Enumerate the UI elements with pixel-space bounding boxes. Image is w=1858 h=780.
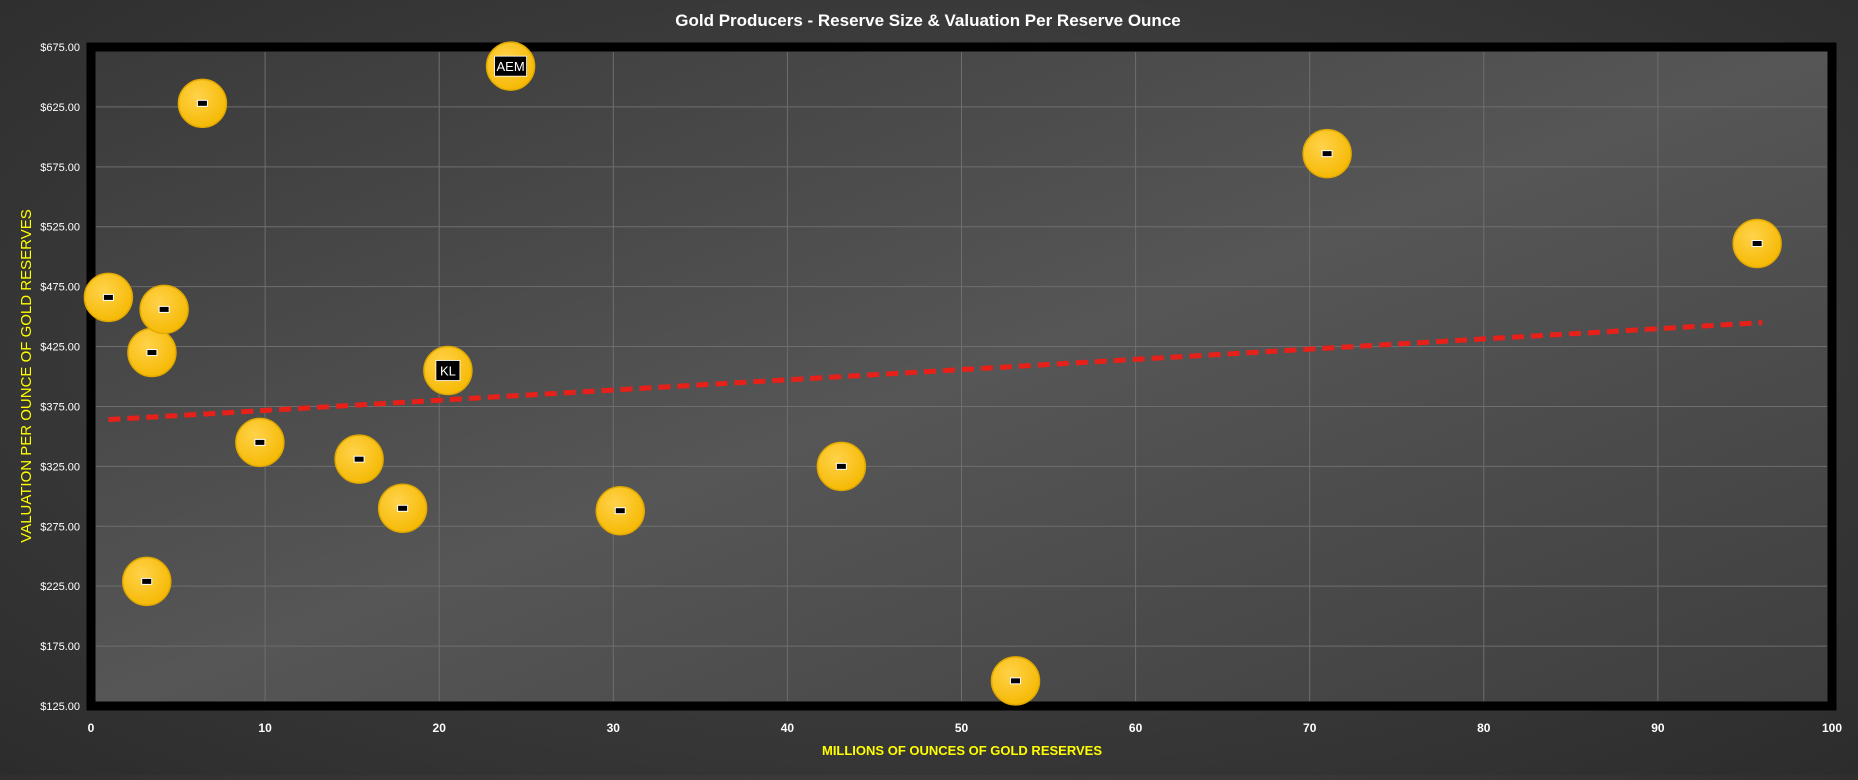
data-label-box [102,293,114,301]
data-label-box [1321,150,1333,158]
x-tick-label: 20 [433,721,447,735]
data-point: AEM [485,41,536,91]
data-point: KL [423,345,473,396]
data-label: KL [440,364,456,379]
y-tick-label: $225.00 [40,581,80,593]
x-tick-label: 30 [607,721,621,735]
data-label-box [158,305,170,313]
data-point [595,485,646,536]
y-tick-label: $175.00 [40,641,80,653]
y-tick-label: $625.00 [40,102,80,114]
data-label-box [141,577,153,585]
data-point [377,483,428,534]
x-tick-label: 40 [781,721,795,735]
data-label: AEM [496,59,524,74]
data-point [990,656,1041,706]
data-label-box [254,438,266,446]
y-tick-label: $575.00 [40,162,80,174]
data-label-box [397,504,409,512]
data-point [816,441,867,492]
data-label-box [353,455,365,463]
data-label-box [1751,240,1763,248]
plot-border [86,42,1837,711]
data-point [121,556,172,607]
data-point [1732,218,1782,269]
trendline-group [108,320,1763,423]
x-tick-label: 80 [1477,721,1491,735]
data-point [139,284,189,335]
y-tick-label: $375.00 [40,401,80,413]
chart-title: Gold Producers - Reserve Size & Valuatio… [675,11,1180,30]
data-point [177,78,228,129]
data-point [83,272,134,323]
x-tick-label: 60 [1129,721,1143,735]
data-label-box [196,99,208,107]
data-label-box [614,507,626,515]
data-label-box [435,360,461,381]
y-tick-label: $325.00 [40,461,80,473]
x-tick-label: 90 [1651,721,1665,735]
y-tick-label: $525.00 [40,222,80,234]
data-point [235,417,285,468]
gridlines [96,52,1827,701]
y-axis-ticks: $125.00 $175.00 $225.00 $275.00 $325.00 $375.… [40,42,80,713]
y-axis-title: VALUATION PER OUNCE OF GOLD RESERVES [18,209,35,542]
y-tick-label: $275.00 [40,521,80,533]
x-axis-title: MILLIONS OF OUNCES OF GOLD RESERVES [822,743,1102,758]
y-tick-label: $125.00 [40,701,80,713]
y-tick-label: $425.00 [40,342,80,354]
trendline [108,320,1763,423]
data-points: KL AEM [83,41,1782,706]
data-label-box [494,55,527,77]
data-label-box [1009,677,1021,685]
x-tick-label: 50 [955,721,969,735]
y-tick-label: $475.00 [40,282,80,294]
x-tick-label: 70 [1303,721,1317,735]
x-tick-label: 10 [258,721,272,735]
data-point [127,327,177,378]
x-tick-label: 100 [1822,721,1842,735]
data-label-box [146,349,158,357]
data-point [1302,128,1352,179]
x-axis-ticks: 0 10 20 30 40 50 60 70 80 90 100 [88,721,1843,735]
y-tick-label: $675.00 [40,42,80,54]
data-point [334,434,384,484]
x-tick-label: 0 [88,721,95,735]
data-label-box [835,462,847,470]
